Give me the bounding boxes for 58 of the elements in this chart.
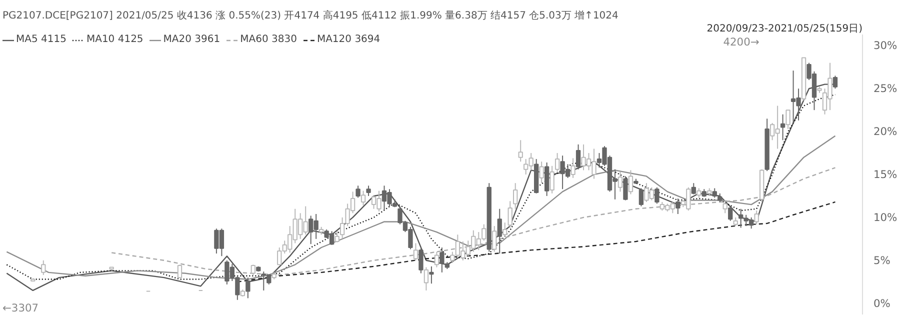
candlestick: [696, 188, 702, 198]
candlestick: [576, 144, 581, 170]
legend-label: MA20 3961: [163, 34, 220, 45]
legend-label: MA60 3830: [240, 34, 297, 45]
candlestick: [722, 200, 728, 214]
candlestick: [618, 171, 623, 192]
legend-label: MA120 3694: [316, 34, 380, 45]
candlestick: [424, 266, 429, 291]
candlestick: [508, 200, 512, 228]
candlestick: [177, 264, 182, 278]
candlestick: [628, 170, 634, 195]
y-tick-label: 15%: [874, 168, 898, 181]
candlestick: [550, 165, 554, 194]
legend-label: MA10 4125: [86, 34, 144, 45]
candlestick: [786, 110, 790, 130]
candlestick: [518, 140, 523, 162]
candlestick: [570, 158, 576, 178]
candlestick: [250, 264, 256, 276]
candlestick: [413, 242, 418, 261]
annotation: 4200→: [723, 36, 760, 48]
line-series: [110, 167, 836, 276]
candlestick: [246, 277, 250, 299]
candlestick: [712, 188, 717, 198]
candlestick: [434, 251, 440, 268]
y-tick-label: 5%: [874, 254, 890, 267]
y-tick-label: 0%: [874, 296, 890, 310]
candlestick: [497, 208, 502, 254]
candlestick: [41, 260, 46, 276]
candlestick: [728, 206, 733, 222]
candlestick: [754, 210, 759, 225]
candlestick: [418, 247, 424, 274]
candlestick: [356, 185, 360, 198]
candlestick: [676, 198, 680, 215]
candlestick: [638, 188, 644, 207]
candlestick: [780, 114, 786, 141]
candlestick: [654, 186, 660, 204]
chart-title: PG2107.DCE[PG2107] 2021/05/25 收4136 涨 0.55%(23) 开4174 高4195 低4112 振1.99% 量6.38万 结4157 仓5.03万 增↑1024: [2, 10, 618, 22]
legend-label: MA5 4115: [16, 34, 66, 45]
candlestick: [513, 182, 518, 210]
chart-subtitle: 2020/09/23-2021/05/25(159日): [706, 24, 863, 34]
candlestick: [440, 247, 444, 273]
candlestick: [623, 176, 628, 201]
y-tick-label: 20%: [874, 125, 898, 138]
y-tick-label: 10%: [874, 210, 898, 224]
candlestick: [429, 266, 434, 284]
candlestick: [832, 75, 838, 90]
candlestick: [691, 182, 696, 195]
annotation: ←3307: [2, 302, 39, 314]
y-tick-label: 30%: [874, 39, 898, 52]
candlestick: [502, 222, 508, 237]
candlestick: [492, 226, 497, 252]
candlestick: [360, 190, 366, 206]
line-series: [6, 135, 836, 280]
candlestick: [554, 152, 560, 172]
candlestick: [334, 230, 340, 243]
y-tick-label: 25%: [874, 82, 898, 96]
candlestick: [366, 185, 371, 196]
candlestick: [539, 161, 544, 184]
